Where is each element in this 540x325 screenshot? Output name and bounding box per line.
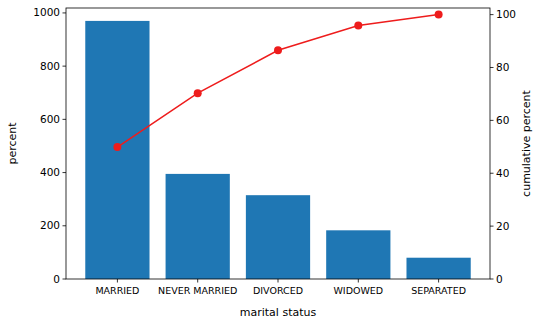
line xyxy=(117,15,438,147)
plot-frame xyxy=(66,8,490,279)
y-tick xyxy=(63,119,67,120)
bar xyxy=(326,230,390,279)
y-tick-label: 0 xyxy=(53,273,60,285)
marker xyxy=(354,21,362,29)
y2-tick xyxy=(490,226,494,227)
y-tick xyxy=(63,279,67,280)
bar xyxy=(406,258,470,279)
x-axis-label: marital status xyxy=(240,306,317,319)
y-axis-label: percent xyxy=(6,122,19,165)
chart-svg: 0 200 400 600 800 1000 0 20 40 60 80 100 MARRIED NEVE… xyxy=(0,0,540,325)
y2-tick-label: 100 xyxy=(496,8,516,20)
marker xyxy=(113,143,121,151)
x-tick-label: NEVER MARRIED xyxy=(158,285,237,296)
y2-axis-label: cumulative percent xyxy=(520,89,533,196)
y-tick-label: 200 xyxy=(40,219,60,231)
marker xyxy=(274,46,282,54)
x-tick xyxy=(438,279,439,283)
y2-tick xyxy=(490,14,494,15)
y-tick xyxy=(63,12,67,13)
y2-tick-label: 60 xyxy=(496,114,509,126)
x-tick-label: MARRIED xyxy=(95,285,139,296)
y2-tick-label: 40 xyxy=(496,167,509,179)
y-tick-label: 600 xyxy=(40,113,60,125)
x-tick-label: SEPARATED xyxy=(411,285,466,296)
x-tick-label: DIVORCED xyxy=(253,285,303,296)
y2-tick xyxy=(490,173,494,174)
bar xyxy=(166,174,230,279)
y2-tick xyxy=(490,120,494,121)
y2-tick xyxy=(490,279,494,280)
x-tick-label: WIDOWED xyxy=(333,285,383,296)
y-tick-label: 1000 xyxy=(33,6,60,18)
marker xyxy=(435,11,443,19)
x-tick xyxy=(197,279,198,283)
x-tick xyxy=(117,279,118,283)
y-tick xyxy=(63,225,67,226)
bar xyxy=(85,21,149,279)
plot-area xyxy=(85,11,470,279)
x-tick xyxy=(278,279,279,283)
chart-container: 0 200 400 600 800 1000 0 20 40 60 80 100 MARRIED NEVE… xyxy=(0,0,540,325)
y2-tick-label: 80 xyxy=(496,61,509,73)
y2-tick-label: 0 xyxy=(496,273,503,285)
bar xyxy=(246,195,310,279)
y2-tick xyxy=(490,67,494,68)
y-tick-label: 800 xyxy=(40,60,60,72)
y-tick xyxy=(63,172,67,173)
marker xyxy=(194,89,202,97)
y-tick-label: 400 xyxy=(40,166,60,178)
y2-tick-label: 20 xyxy=(496,220,509,232)
y-tick xyxy=(63,66,67,67)
x-tick xyxy=(358,279,359,283)
